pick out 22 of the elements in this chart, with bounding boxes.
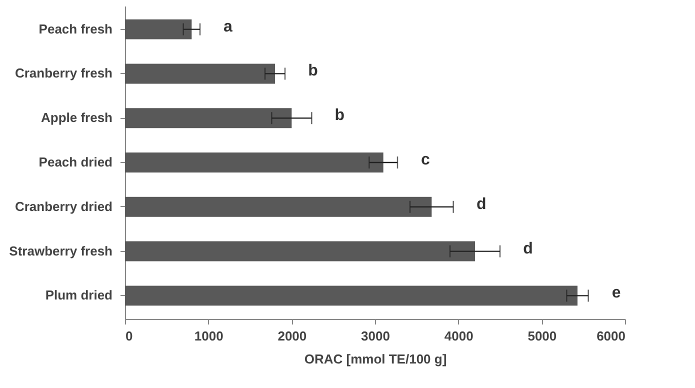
- x-tick-label: 6000: [596, 328, 626, 344]
- y-tick-label: Peach dried: [38, 154, 113, 170]
- x-tick-label: 4000: [444, 328, 474, 344]
- x-tick-label: 5000: [528, 328, 557, 344]
- annotation: b: [334, 107, 345, 124]
- y-tick-label: Cranberry dried: [14, 198, 113, 214]
- annotation: c: [421, 152, 430, 168]
- x-axis-title: ORAC [mmol TE/100 g]: [304, 352, 447, 366]
- y-tick-label: Cranberry fresh: [14, 66, 113, 81]
- x-tick-label: 3000: [361, 328, 390, 344]
- x-tick-label: 0: [126, 328, 133, 344]
- annotation: b: [308, 62, 318, 80]
- annotation: a: [224, 18, 233, 36]
- y-tick-label: Strawberry fresh: [9, 243, 113, 258]
- x-tick-label: 1000: [194, 328, 224, 344]
- y-tick-label: Apple fresh: [40, 110, 113, 126]
- annotation: d: [523, 240, 533, 258]
- annotation: d: [476, 196, 486, 213]
- annotation: e: [612, 284, 621, 302]
- y-tick-label: Plum dried: [45, 288, 113, 303]
- y-tick-label: Peach fresh: [38, 21, 113, 36]
- x-tick-label: 2000: [278, 328, 307, 344]
